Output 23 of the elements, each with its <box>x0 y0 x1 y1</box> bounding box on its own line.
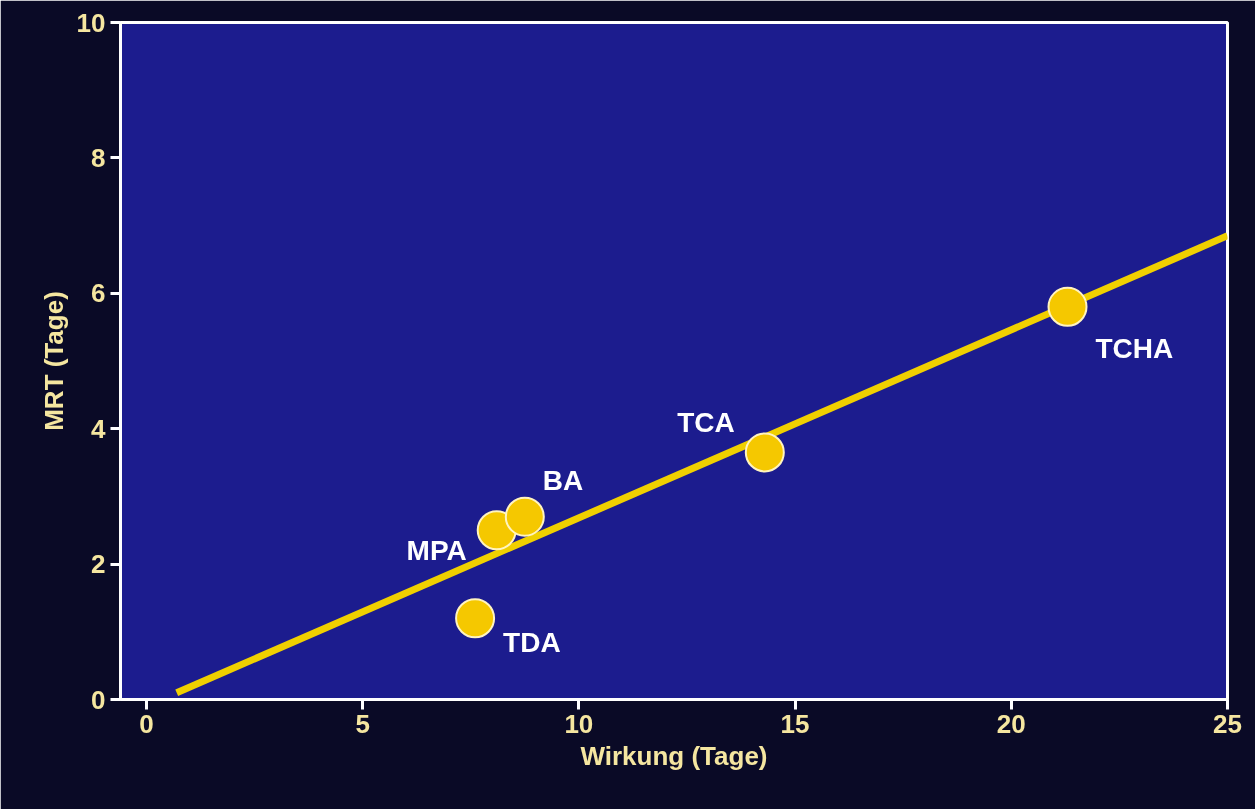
annotation: TCHA <box>1095 333 1174 365</box>
annotation: TCA <box>677 406 735 438</box>
y-axis-title: MRT (Tage) <box>38 291 69 431</box>
annotation: MPA <box>406 534 467 566</box>
y-tick-label: 8 <box>91 142 106 173</box>
x-tick-label: 5 <box>355 708 370 739</box>
y-tick-label: 0 <box>91 684 106 715</box>
y-tick-label: 4 <box>91 413 107 444</box>
point <box>744 432 785 473</box>
x-tick-label: 25 <box>1213 708 1242 739</box>
point <box>1047 286 1088 327</box>
x-axis-title: Wirkung (Tage) <box>580 740 768 771</box>
y-tick-label: 6 <box>91 278 106 309</box>
annotation: BA <box>542 465 584 497</box>
x-tick-label: 15 <box>780 708 810 739</box>
point <box>455 598 496 639</box>
y-tick-label: 2 <box>91 549 106 580</box>
point <box>504 496 545 537</box>
x-tick-label: 20 <box>996 708 1026 739</box>
x-tick-label: 10 <box>564 708 594 739</box>
y-tick-label: 10 <box>76 7 106 38</box>
x-tick-label: 0 <box>139 708 154 739</box>
annotation: TDA <box>503 626 561 658</box>
